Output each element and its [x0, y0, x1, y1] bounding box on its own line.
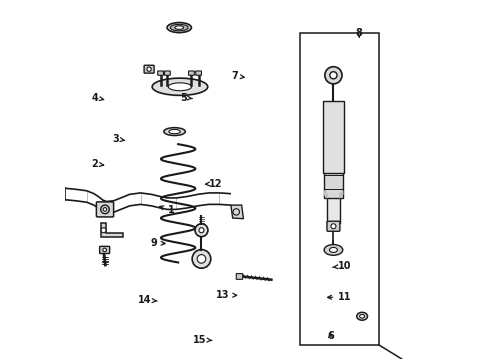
Polygon shape [324, 191, 326, 198]
Text: 9: 9 [150, 238, 164, 248]
Ellipse shape [324, 244, 342, 255]
Circle shape [329, 72, 336, 79]
Circle shape [330, 224, 335, 229]
Bar [324, 158, 342, 198]
Circle shape [199, 228, 203, 233]
Ellipse shape [168, 130, 180, 134]
Circle shape [192, 249, 210, 268]
Ellipse shape [167, 23, 191, 33]
Circle shape [324, 67, 341, 84]
Text: 3: 3 [112, 134, 124, 144]
Polygon shape [230, 205, 243, 219]
Circle shape [103, 208, 106, 211]
FancyBboxPatch shape [144, 65, 154, 73]
FancyBboxPatch shape [236, 274, 242, 279]
FancyBboxPatch shape [188, 71, 194, 75]
Ellipse shape [329, 247, 337, 252]
Bar [326, 173, 339, 223]
FancyBboxPatch shape [195, 71, 201, 75]
Text: 12: 12 [205, 179, 222, 189]
Text: 10: 10 [332, 261, 351, 271]
Text: 1: 1 [159, 206, 174, 216]
Text: 11: 11 [327, 292, 351, 302]
Ellipse shape [356, 312, 367, 320]
Text: 5: 5 [180, 93, 192, 103]
Ellipse shape [175, 26, 183, 30]
Polygon shape [339, 191, 342, 198]
Bar [322, 101, 344, 173]
FancyBboxPatch shape [100, 246, 109, 253]
Text: 4: 4 [91, 93, 103, 103]
FancyBboxPatch shape [326, 221, 339, 231]
Text: 7: 7 [231, 71, 244, 81]
Text: 15: 15 [193, 334, 212, 345]
Circle shape [197, 255, 205, 263]
Text: 8: 8 [355, 28, 362, 38]
FancyBboxPatch shape [164, 71, 170, 75]
FancyBboxPatch shape [96, 202, 113, 217]
Text: 14: 14 [138, 295, 157, 305]
Circle shape [101, 228, 106, 233]
Ellipse shape [359, 315, 364, 318]
Text: 13: 13 [216, 290, 236, 300]
Circle shape [102, 248, 106, 252]
Ellipse shape [152, 78, 207, 95]
Circle shape [195, 224, 207, 237]
Bar [300, 33, 378, 345]
Text: 2: 2 [91, 159, 103, 169]
Ellipse shape [168, 83, 191, 91]
Ellipse shape [163, 128, 185, 135]
Text: 6: 6 [326, 331, 333, 341]
Circle shape [147, 67, 151, 71]
FancyBboxPatch shape [158, 71, 163, 75]
Ellipse shape [170, 24, 188, 31]
Polygon shape [101, 223, 123, 237]
